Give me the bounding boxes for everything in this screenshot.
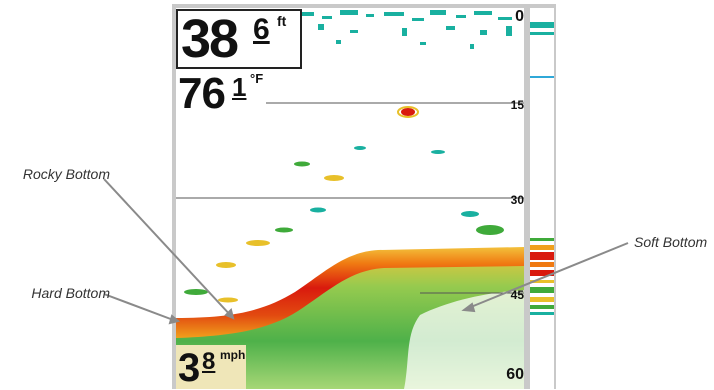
speed-unit: mph xyxy=(220,348,246,362)
surface-clutter xyxy=(300,10,512,49)
colorbar-marks xyxy=(530,22,554,315)
fish-arches xyxy=(184,106,504,303)
speed-value-whole: 3 xyxy=(178,346,201,390)
depth-scale-label-60: 60 xyxy=(506,366,524,383)
soft-bottom-sparse xyxy=(404,290,524,389)
speed-readout-background xyxy=(176,345,246,389)
depth-scale-label-15: 15 xyxy=(510,98,524,112)
temperature-value-tenth: 1 xyxy=(232,72,247,102)
speed-value-tenth: 8 xyxy=(202,348,216,375)
temperature-value-whole: 76 xyxy=(178,69,226,118)
callout-leaders xyxy=(103,178,629,325)
temperature-unit: °F xyxy=(250,71,264,86)
callout-rocky-bottom: Rocky Bottom xyxy=(22,166,110,182)
depth-unit: ft xyxy=(277,13,287,29)
callout-soft-bottom: Soft Bottom xyxy=(634,234,708,250)
depth-scale-label-45: 45 xyxy=(510,288,524,302)
depth-readout-box xyxy=(176,9,302,69)
colorbar xyxy=(530,8,554,389)
hard-bottom-band xyxy=(176,247,524,338)
depth-value-tenth: 6 xyxy=(253,13,270,46)
depth-scale-label-30: 30 xyxy=(510,193,524,207)
callout-hard-bottom: Hard Bottom xyxy=(31,285,110,301)
depth-value-whole: 38 xyxy=(181,9,239,69)
depth-scale-label-0: 0 xyxy=(515,8,524,25)
